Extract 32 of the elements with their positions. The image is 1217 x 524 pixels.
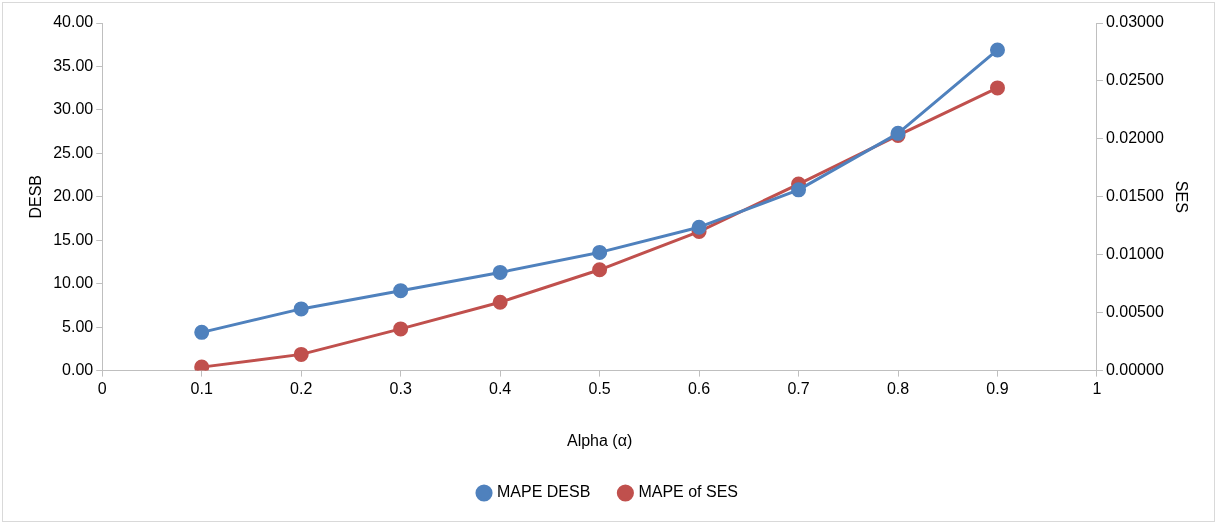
x-tick-label: 0.3 [389,379,412,397]
y-tick-label: 25.00 [53,143,94,161]
x-tick-label: 0 [97,379,107,397]
x-tick-label: 1 [1092,379,1102,397]
x-tick-label: 0.7 [787,379,810,397]
y-tick-label: 5.00 [62,317,94,335]
x-tick-label: 0.8 [886,379,910,397]
y2-tick-label: 0.03000 [1105,13,1164,31]
y-tick-label: 40.00 [53,13,94,31]
x-tick-label: 0.4 [489,379,512,397]
y-tick-label: 35.00 [53,56,94,74]
x-tick-label: 0.2 [290,379,313,397]
x-tick-label: 0.5 [588,379,611,397]
y-axis-title: DESB [27,175,45,219]
x-tick-label: 0.1 [190,379,213,397]
y2-tick-label: 0.02500 [1105,71,1164,89]
y2-axis-title: SES [1172,180,1190,213]
x-tick-label: 0.6 [687,379,711,397]
x-tick-label: 0.9 [986,379,1009,397]
y-tick-label: 15.00 [53,230,94,248]
y-tick-label: 20.00 [53,187,94,205]
y2-tick-label: 0.02000 [1105,129,1164,147]
y2-tick-label: 0.01500 [1105,187,1164,205]
y-tick-label: 0.00 [62,361,94,379]
y-tick-label: 30.00 [53,100,94,118]
y2-tick-label: 0.00500 [1105,303,1164,321]
legend-label: MAPE DESB [497,483,591,501]
x-axis-title: Alpha (α) [566,431,633,449]
y-tick-label: 10.00 [53,274,94,292]
y2-tick-label: 0.00000 [1105,361,1164,379]
y2-tick-label: 0.01000 [1105,245,1164,263]
legend-label: MAPE of SES [638,483,738,501]
